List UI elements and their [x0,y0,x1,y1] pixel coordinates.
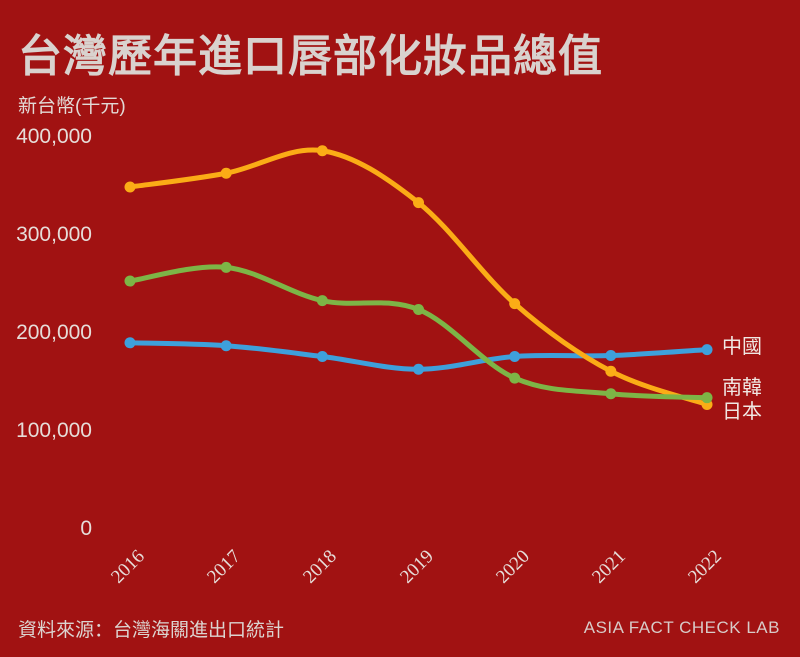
legend-label-南韓: 南韓 [722,376,762,399]
data-point [701,392,713,404]
data-point [316,351,328,363]
data-point [220,167,232,179]
data-point [509,298,521,310]
y-tick-label: 200,000 [16,321,92,344]
data-point [124,181,136,193]
brand-credit: ASIA FACT CHECK LAB [583,618,780,637]
series-中國 [124,337,713,375]
legend-label-中國: 中國 [722,335,762,358]
data-point [701,344,713,356]
data-point [605,365,617,377]
data-point [220,261,232,273]
data-point [605,350,617,362]
data-point [220,340,232,352]
data-point [124,337,136,349]
data-point [316,295,328,307]
y-tick-label: 100,000 [16,419,92,442]
data-point [124,275,136,287]
y-tick-label: 0 [80,517,92,540]
series-南韓 [124,261,713,404]
y-axis-unit-label: 新台幣(千元) [18,96,126,117]
data-point [413,303,425,315]
data-point [316,145,328,157]
source-note: 資料來源：台灣海關進出口統計 [18,620,285,641]
data-point [413,363,425,375]
data-point [413,197,425,209]
y-tick-label: 300,000 [16,223,92,246]
y-tick-label: 400,000 [16,125,92,148]
data-point [509,351,521,363]
chart-title: 台灣歷年進口唇部化妝品總值 [18,32,603,81]
legend-label-日本: 日本 [722,400,762,423]
data-point [509,372,521,384]
data-point [605,388,617,400]
